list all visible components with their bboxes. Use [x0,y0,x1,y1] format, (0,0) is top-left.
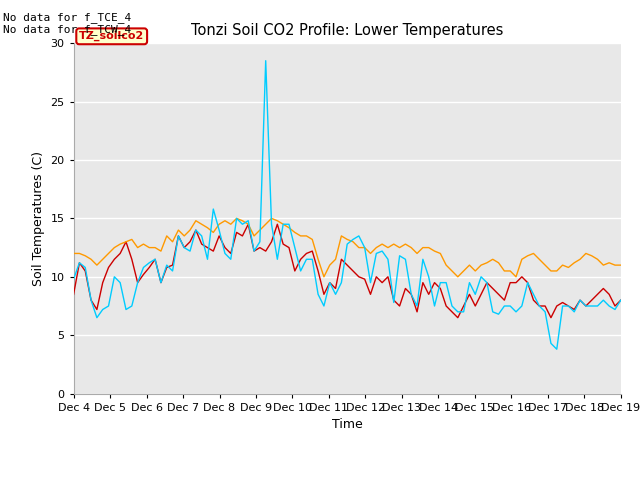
X-axis label: Time: Time [332,418,363,431]
Title: Tonzi Soil CO2 Profile: Lower Temperatures: Tonzi Soil CO2 Profile: Lower Temperatur… [191,23,504,38]
Text: No data for f_TCE_4
No data for f_TCW_4: No data for f_TCE_4 No data for f_TCW_4 [3,12,131,36]
Y-axis label: Soil Temperatures (C): Soil Temperatures (C) [32,151,45,286]
Legend: Open -8cm, Tree -8cm, Tree2 -8cm: Open -8cm, Tree -8cm, Tree2 -8cm [171,477,524,480]
Text: TZ_soilco2: TZ_soilco2 [79,31,145,41]
